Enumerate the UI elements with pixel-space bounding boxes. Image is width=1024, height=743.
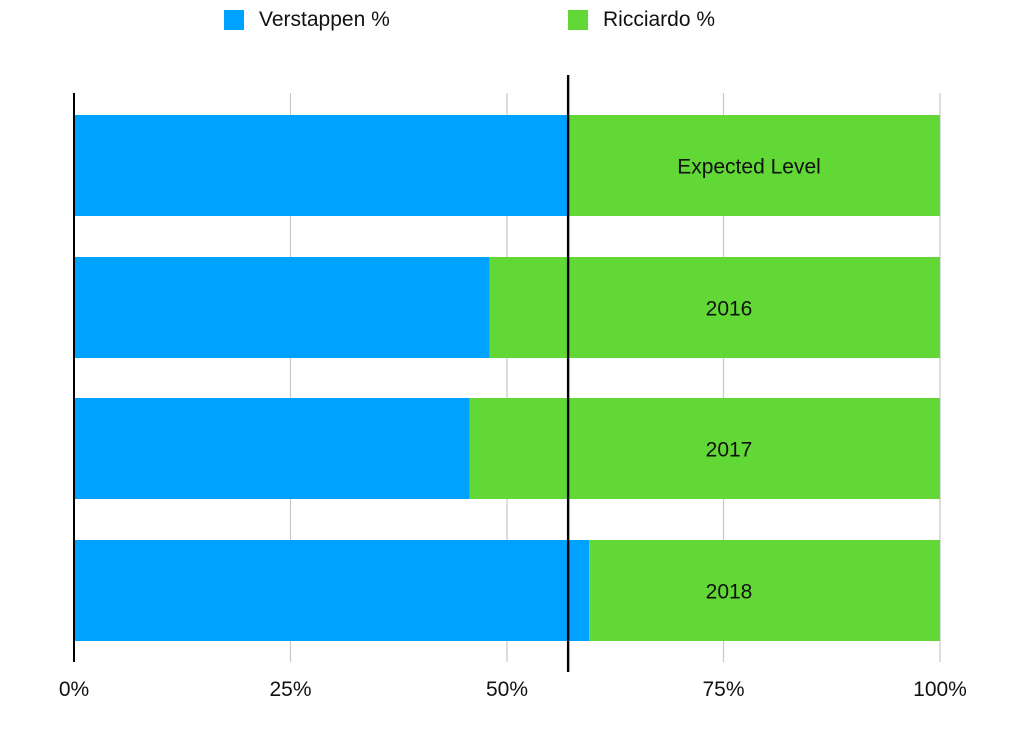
legend-label-ricciardo: Ricciardo %: [603, 8, 716, 31]
category-label: Expected Level: [677, 156, 821, 179]
legend-swatch-verstappen: [224, 10, 244, 30]
legend-item-ricciardo[interactable]: Ricciardo %: [568, 8, 715, 32]
bars: Expected Level 2016 2017 2018: [74, 115, 940, 641]
x-tick-labels: 0% 25% 50% 75% 100%: [59, 678, 967, 701]
x-tick-label: 50%: [486, 678, 528, 701]
bar-segment-verstappen-2017[interactable]: [74, 398, 470, 499]
axes: [73, 75, 570, 672]
bar-segment-verstappen-expected-level[interactable]: [74, 115, 568, 216]
category-label: 2018: [706, 581, 753, 604]
bar-segment-verstappen-2018[interactable]: [74, 540, 590, 641]
legend-item-verstappen[interactable]: Verstappen %: [224, 8, 390, 32]
x-tick-label: 100%: [913, 678, 967, 701]
bar-segment-ricciardo-2016[interactable]: [489, 257, 940, 358]
bar-segment-verstappen-2016[interactable]: [74, 257, 490, 358]
bar-segment-ricciardo-2017[interactable]: [469, 398, 940, 499]
category-label: 2016: [706, 298, 753, 321]
legend-swatch-ricciardo: [568, 10, 588, 30]
legend: Verstappen % Ricciardo %: [0, 8, 1024, 38]
category-label: 2017: [706, 439, 753, 462]
legend-label-verstappen: Verstappen %: [259, 8, 390, 31]
x-tick-label: 0%: [59, 678, 89, 701]
bar-segment-ricciardo-expected-level[interactable]: [567, 115, 940, 216]
bar-segment-ricciardo-2018[interactable]: [589, 540, 940, 641]
x-tick-label: 25%: [269, 678, 311, 701]
x-tick-label: 75%: [702, 678, 744, 701]
